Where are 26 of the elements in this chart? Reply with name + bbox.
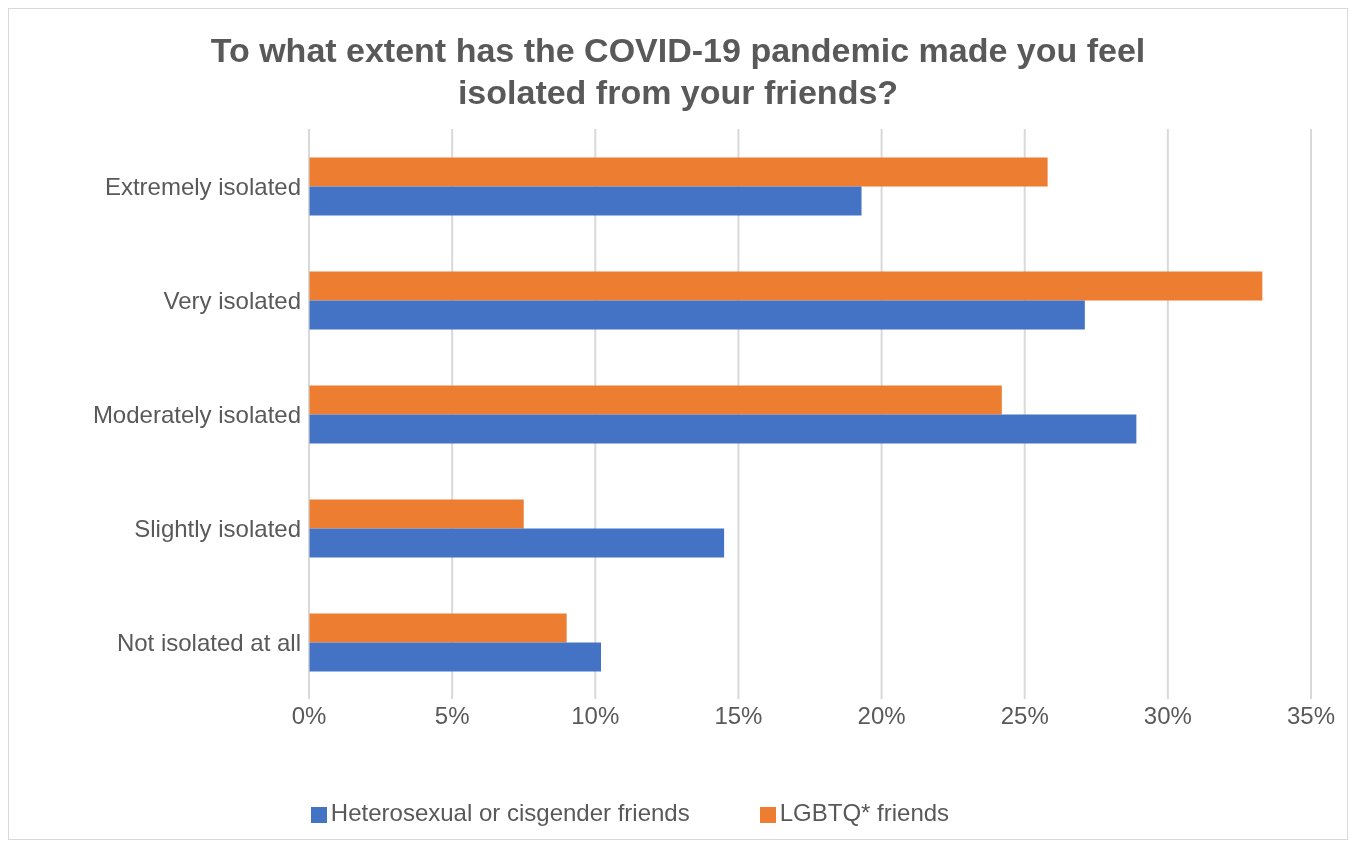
x-tick-label: 5% (434, 702, 470, 730)
y-tick-label: Moderately isolated (92, 400, 301, 428)
x-tick-label: 30% (1143, 702, 1192, 730)
x-tick-label: 20% (857, 702, 906, 730)
x-tick-label: 25% (1000, 702, 1049, 730)
y-tick-label: Not isolated at all (116, 628, 301, 656)
x-tick-label: 0% (291, 702, 327, 730)
bar (309, 300, 1085, 330)
x-tick-label: 10% (571, 702, 620, 730)
bar (309, 271, 1263, 301)
x-tick-label: 35% (1286, 702, 1336, 730)
y-tick-label: Slightly isolated (134, 514, 301, 542)
bar (309, 613, 567, 643)
bar (309, 642, 602, 672)
bar (309, 157, 1048, 187)
chart-title: To what extent has the COVID-19 pandemic made you feel isolated from your friends? (209, 30, 1147, 111)
bar (309, 186, 862, 216)
y-tick-label: Extremely isolated (104, 172, 301, 200)
bar (309, 499, 524, 529)
legend-label: Heterosexual or cisgender friends (330, 799, 690, 826)
x-tick-label: 15% (714, 702, 763, 730)
bar (309, 414, 1137, 444)
legend-label: LGBTQ* friends (779, 799, 950, 826)
y-tick-label: Very isolated (163, 286, 301, 314)
bar (309, 385, 1002, 415)
bar (309, 528, 725, 558)
